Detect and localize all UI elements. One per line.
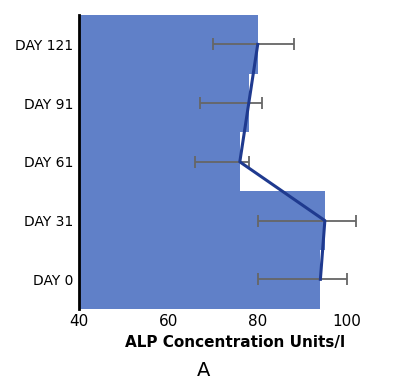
Bar — [79, 74, 249, 132]
X-axis label: ALP Concentration Units/l: ALP Concentration Units/l — [125, 335, 346, 350]
Text: A: A — [197, 361, 210, 380]
Bar — [79, 132, 240, 191]
Bar — [79, 191, 325, 250]
Bar — [79, 250, 320, 309]
Bar — [79, 15, 258, 74]
